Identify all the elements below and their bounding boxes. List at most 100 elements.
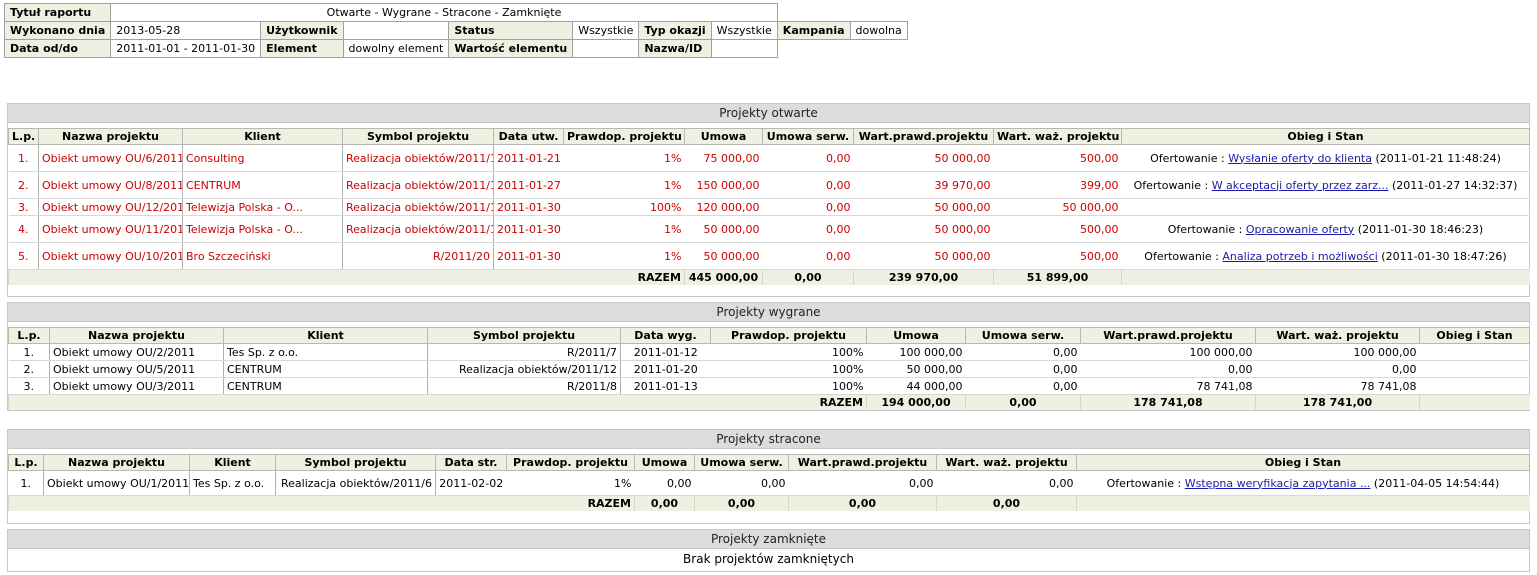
project-date: 2011-01-27 (493, 171, 564, 199)
probable-value: 50 000,00 (853, 242, 994, 270)
empty-message: Brak projektów zamkniętych (683, 552, 854, 566)
probable-value: 50 000,00 (853, 215, 994, 243)
column-header[interactable]: Prawdop. projektu (506, 454, 635, 471)
client-name: Consulting (182, 144, 343, 172)
column-header[interactable]: L.p. (8, 327, 50, 344)
table-row: 3. Obiekt umowy OU/3/2011 CENTRUM R/2011/8 2… (8, 377, 1530, 395)
project-name: Obiekt umowy OU/1/2011 (43, 470, 190, 496)
column-header[interactable]: Wart. waż. projektu (936, 454, 1077, 471)
workflow-stage: Ofertowanie : (1150, 151, 1229, 165)
column-header[interactable]: Umowa serw. (965, 327, 1081, 344)
column-header[interactable]: Umowa (684, 128, 763, 145)
row-number: 1. (8, 470, 44, 496)
column-header[interactable]: Obieg i Stan (1419, 327, 1530, 344)
column-header[interactable]: Nazwa projektu (38, 128, 183, 145)
title-label: Tytuł raportu (3, 3, 112, 22)
column-header[interactable]: Wart. waż. projektu (1255, 327, 1420, 344)
total-probable-value: 239 970,00 (853, 269, 994, 285)
type-label: Typ okazji (638, 21, 712, 40)
total-label: RAZEM (8, 269, 685, 285)
contract-value: 50 000,00 (684, 242, 763, 270)
project-probability: 100% (710, 377, 867, 395)
column-header[interactable]: Data utw. (493, 128, 564, 145)
workflow-step-link[interactable]: Wysłanie oferty do klienta (1228, 151, 1372, 165)
executed-label: Wykonano dnia (3, 21, 112, 40)
project-date: 2011-01-12 (620, 343, 711, 361)
total-service-contract: 0,00 (694, 495, 789, 511)
column-header[interactable]: Klient (182, 128, 343, 145)
project-name: Obiekt umowy OU/5/2011 (49, 360, 224, 378)
total-empty (1419, 394, 1530, 410)
executed-value: 2013-05-28 (110, 21, 262, 40)
table-row: 2. Obiekt umowy OU/5/2011 CENTRUM Realizacj… (8, 360, 1530, 378)
column-header[interactable]: L.p. (8, 454, 44, 471)
project-symbol: Realizacja obiektów/2011/15 (342, 144, 494, 172)
project-symbol: R/2011/7 (427, 343, 621, 361)
column-header[interactable]: Data str. (435, 454, 507, 471)
column-header[interactable]: Symbol projektu (342, 128, 494, 145)
column-header[interactable]: Umowa serw. (694, 454, 789, 471)
workflow-step-link[interactable]: Opracowanie oferty (1245, 222, 1355, 236)
table-row: 1. Obiekt umowy OU/2/2011 Tes Sp. z o.o. R/… (8, 343, 1530, 361)
project-name: Obiekt umowy OU/8/2011 (38, 171, 183, 199)
total-weighted-value: 51 899,00 (993, 269, 1122, 285)
row-number: 3. (8, 198, 39, 216)
column-header[interactable]: Data wyg. (620, 327, 711, 344)
project-symbol: Realizacja obiektów/2011/18 (342, 215, 494, 243)
probable-value: 0,00 (1080, 360, 1256, 378)
element-value: dowolny element (342, 39, 450, 58)
workflow-step-link[interactable]: W akceptacji oferty przez zarz... (1211, 178, 1389, 192)
table-row: 5. Obiekt umowy OU/10/2011 Bro Szczeciński… (8, 242, 1530, 270)
service-contract-value: 0,00 (762, 171, 854, 199)
workflow-stage: Ofertowanie : (1167, 222, 1246, 236)
column-header[interactable]: Wart.prawd.projektu (1080, 327, 1256, 344)
column-header[interactable]: Prawdop. projektu (710, 327, 867, 344)
project-probability: 100% (710, 343, 867, 361)
contract-value: 120 000,00 (684, 198, 763, 216)
contract-value: 0,00 (634, 470, 695, 496)
column-header[interactable]: Umowa serw. (762, 128, 854, 145)
column-header[interactable]: Nazwa projektu (49, 327, 224, 344)
element-label: Element (260, 39, 344, 58)
probable-value: 0,00 (788, 470, 937, 496)
column-header[interactable]: Prawdop. projektu (563, 128, 685, 145)
workflow-status: Ofertowanie : Wysłanie oferty do klienta… (1121, 144, 1530, 172)
column-header[interactable]: Symbol projektu (275, 454, 436, 471)
project-probability: 1% (563, 171, 685, 199)
service-contract-value: 0,00 (965, 343, 1081, 361)
column-header[interactable]: Nazwa projektu (43, 454, 190, 471)
project-date: 2011-02-02 (435, 470, 507, 496)
probable-value: 78 741,08 (1080, 377, 1256, 395)
workflow-timestamp: (2011-01-30 18:46:23) (1354, 222, 1484, 236)
column-header[interactable]: Obieg i Stan (1076, 454, 1530, 471)
total-weighted-value: 178 741,00 (1255, 394, 1420, 410)
section-title: Projekty wygrane (8, 302, 1529, 322)
probable-value: 50 000,00 (853, 198, 994, 216)
row-number: 5. (8, 242, 39, 270)
total-row: RAZEM 194 000,00 0,00 178 741,08 178 741,00 (8, 394, 1530, 410)
client-name: CENTRUM (223, 360, 428, 378)
column-header[interactable]: Wart.prawd.projektu (853, 128, 994, 145)
weighted-value: 500,00 (993, 242, 1122, 270)
service-contract-value: 0,00 (762, 215, 854, 243)
column-header[interactable]: Umowa (866, 327, 966, 344)
column-header[interactable]: Symbol projektu (427, 327, 621, 344)
column-header[interactable]: Umowa (634, 454, 695, 471)
total-probable-value: 178 741,08 (1080, 394, 1256, 410)
table-header-row: L.p. Nazwa projektu Klient Symbol projektu D… (8, 128, 1530, 145)
weighted-value: 50 000,00 (993, 198, 1122, 216)
column-header[interactable]: Klient (223, 327, 428, 344)
project-probability: 100% (710, 360, 867, 378)
workflow-status: Ofertowanie : Opracowanie oferty (2011-0… (1121, 215, 1530, 243)
project-name: Obiekt umowy OU/10/2011 (38, 242, 183, 270)
contract-value: 44 000,00 (866, 377, 966, 395)
column-header[interactable]: Wart. waż. projektu (993, 128, 1122, 145)
workflow-step-link[interactable]: Analiza potrzeb i możliwości (1222, 249, 1378, 263)
weighted-value: 100 000,00 (1255, 343, 1420, 361)
service-contract-value: 0,00 (965, 377, 1081, 395)
column-header[interactable]: Obieg i Stan (1121, 128, 1530, 145)
column-header[interactable]: L.p. (8, 128, 39, 145)
workflow-step-link[interactable]: Wstępna weryfikacja zapytania ... (1184, 476, 1371, 490)
column-header[interactable]: Klient (189, 454, 276, 471)
column-header[interactable]: Wart.prawd.projektu (788, 454, 937, 471)
